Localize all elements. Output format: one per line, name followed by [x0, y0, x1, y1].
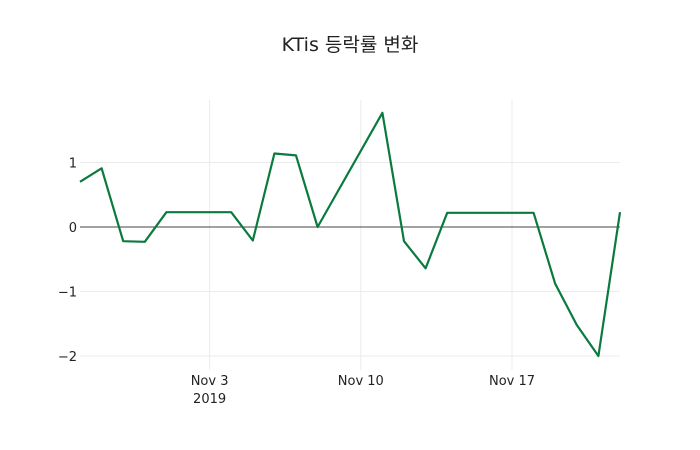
- x-tick-label: Nov 10: [338, 374, 384, 389]
- y-tick-label: 0: [69, 221, 77, 236]
- chart-title: KTis 등락률 변화: [281, 34, 419, 56]
- y-tick-label: −1: [58, 286, 77, 301]
- x-tick-year: 2019: [193, 392, 226, 407]
- x-gridlines: [209, 100, 513, 370]
- y-axis-ticks: 1 0 −1 −2: [58, 157, 77, 366]
- x-tick-label: Nov 3: [191, 374, 229, 389]
- x-tick-label: Nov 17: [489, 374, 535, 389]
- y-gridlines: [80, 162, 620, 357]
- x-axis-ticks: Nov 3 2019 Nov 10 Nov 17: [191, 374, 535, 407]
- y-tick-label: −2: [58, 350, 77, 365]
- y-tick-label: 1: [69, 157, 77, 172]
- series-line: [79, 111, 622, 358]
